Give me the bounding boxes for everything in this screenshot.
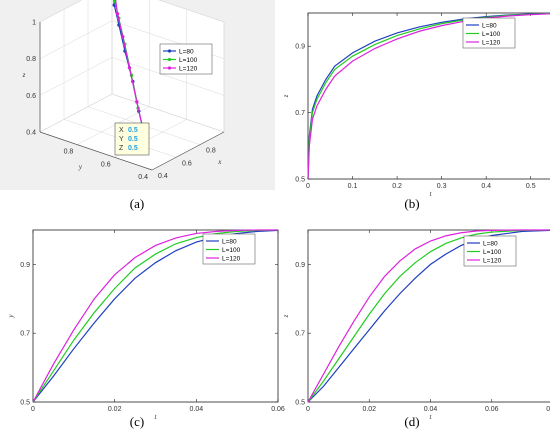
chart-a-3d-trajectory: 0.4 0.6 0.8 0.4 0.6 0.8 0.4 0.6 0.8 1 x y z L=80 L=100… [0, 0, 275, 190]
x-tick-label: 0 [306, 406, 310, 413]
grid-line [39, 0, 83, 23]
datatip-box [114, 122, 150, 156]
y-tick-label: 0.5 [295, 400, 305, 407]
grid-line [39, 20, 113, 59]
grid-line [39, 93, 113, 133]
x-tick-label: 0.3 [437, 183, 447, 190]
y-tick-label: 0.4 [138, 174, 148, 181]
panel-d: 0 0.02 0.04 0.06 0.08 0.5 0.7 0.9 t z L=80 L=100L=1… [275, 216, 550, 421]
panel-c: 0 0.02 0.04 0.06 0.5 0.7 0.9 t y L=80 L=100 L=120 [0, 216, 285, 421]
series-line-L120 [32, 229, 278, 403]
panel-b: 0 0.1 0.2 0.3 0.4 0.5 0.5 0.7 0.9 t z L=80 L=100 L=12… [275, 0, 550, 198]
legend-label-L120: L=120 [482, 39, 501, 46]
datatip-axis-label: X [119, 127, 124, 134]
grid-line [158, 0, 225, 23]
x-tick-label: 0.06 [485, 406, 499, 413]
x-axis-label: x [217, 158, 222, 166]
chart-d-z-vs-t: 0 0.02 0.04 0.06 0.08 0.5 0.7 0.9 t z L=80 L=100L=1… [282, 229, 550, 421]
y-axis-label: z [282, 314, 290, 318]
x-tick-label: 0.04 [424, 406, 438, 413]
x-tick-label: 0.02 [108, 406, 122, 413]
y-axis-label: z [282, 94, 290, 98]
legend-label-L120: L=120 [179, 65, 198, 72]
caption-b: (b) [404, 196, 420, 211]
series-line-L80 [32, 229, 279, 403]
z-tick-label: 0.6 [26, 93, 36, 100]
series-line-L120 [115, 0, 146, 140]
datatip-value: 0.5 [128, 145, 138, 152]
x-tick-label: 0.8 [206, 148, 216, 155]
x-axis-label: t [430, 190, 433, 198]
y-axis-label: y [7, 314, 15, 319]
series-marker-L120 [135, 100, 139, 104]
series-line-L120 [307, 13, 550, 180]
caption-a: (a) [129, 196, 145, 211]
x-tick-label: 0.08 [546, 406, 550, 413]
y-axis-line [39, 131, 153, 171]
y-axis-label: y [78, 163, 83, 171]
datatip-axis-label: Y [119, 136, 124, 143]
legend-label-L100: L=100 [483, 249, 502, 256]
legend-label-L100: L=100 [482, 31, 501, 38]
legend-label-L100: L=100 [179, 57, 198, 64]
legend-label-L120: L=120 [483, 257, 502, 264]
x-tick-label: 0.5 [526, 183, 536, 190]
x-axis-label: t [155, 413, 158, 421]
x-tick-label: 0 [31, 406, 35, 413]
x-axis-label: t [430, 413, 433, 421]
series-line-L100 [307, 12, 550, 180]
x-tick-label: 0.04 [190, 406, 204, 413]
z-tick-label: 1 [32, 20, 36, 27]
series-marker-L120 [127, 66, 132, 70]
y-tick-label: 0.5 [20, 400, 30, 407]
y-tick-label: 0.7 [295, 331, 305, 338]
y-tick-label: 0.6 [101, 161, 111, 168]
legend-marker-L80 [167, 49, 172, 53]
legend-label-L100: L=100 [222, 247, 241, 254]
z-axis-label: z [22, 71, 26, 79]
y-tick-label: 0.9 [295, 262, 305, 269]
legend-marker-L120 [167, 66, 172, 70]
y-tick-label: 0.7 [20, 331, 30, 338]
x-tick-label: 0.2 [392, 183, 402, 190]
series-marker-L120 [115, 12, 120, 16]
z-tick-label: 0.4 [26, 130, 36, 137]
legend-label-L80: L=80 [483, 240, 498, 247]
y-tick-label: 0.9 [295, 44, 305, 51]
series-line-L100 [307, 229, 550, 403]
grid-line [77, 106, 150, 145]
series-line-L100 [32, 229, 279, 403]
datatip-value: 0.5 [128, 136, 138, 143]
x-tick-label: 0.06 [271, 406, 285, 413]
datatip-axis-label: Z [119, 145, 124, 152]
legend-marker-L100 [167, 57, 172, 62]
z-tick-label: 0.8 [26, 56, 36, 63]
grid-line [111, 57, 225, 96]
series-line-L120 [307, 229, 550, 403]
legend-label-L80: L=80 [222, 238, 237, 245]
legend-label-L120: L=120 [222, 255, 241, 262]
x-tick-label: 0.1 [348, 183, 358, 190]
chart-b-z-vs-t: 0 0.1 0.2 0.3 0.4 0.5 0.5 0.7 0.9 t z L=80 L=100L=12… [282, 12, 550, 198]
x-tick-label: 0.02 [362, 406, 376, 413]
panel-a: 0.4 0.6 0.8 0.4 0.6 0.8 0.4 0.6 0.8 1 x y z L=80 L=100… [0, 0, 275, 190]
y-tick-label: 0.5 [295, 177, 305, 184]
caption-c: (c) [129, 414, 145, 429]
grid-line [111, 93, 225, 133]
datatip-value: 0.5 [128, 127, 138, 134]
grid-line [39, 57, 113, 96]
y-tick-label: 0.9 [20, 262, 30, 269]
y-tick-label: 0.8 [64, 149, 74, 156]
legend-label-L80: L=80 [482, 22, 497, 29]
x-tick-label: 0.4 [158, 173, 168, 180]
x-axis-line [151, 131, 225, 171]
x-tick-label: 0.4 [481, 183, 491, 190]
x-tick-label: 0 [306, 183, 310, 190]
legend-label-L80: L=80 [179, 48, 194, 55]
x-tick-label: 0.6 [182, 160, 192, 167]
y-tick-label: 0.7 [295, 110, 305, 117]
series-marker-L120 [121, 35, 125, 39]
caption-d: (d) [404, 414, 420, 429]
